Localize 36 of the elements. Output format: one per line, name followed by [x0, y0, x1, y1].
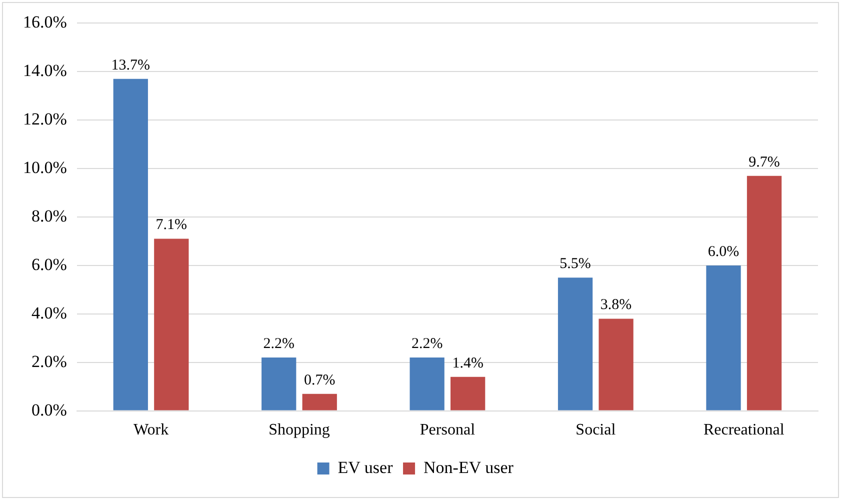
bar	[450, 376, 486, 410]
x-tick-label: Shopping	[268, 422, 330, 439]
data-label: 6.0%	[708, 244, 740, 260]
data-label: 3.8%	[600, 297, 632, 314]
bar	[598, 318, 634, 410]
bar	[154, 238, 189, 410]
x-tick-label: Recreational	[703, 422, 785, 439]
data-label: 13.7%	[111, 57, 150, 74]
y-tick-label: 2.0%	[31, 352, 67, 371]
data-label: 7.1%	[156, 217, 188, 234]
y-tick-label: 16.0%	[22, 12, 67, 32]
data-label: 1.4%	[452, 355, 484, 372]
y-tick-label: 8.0%	[31, 206, 67, 226]
data-label: 9.7%	[748, 154, 780, 170]
y-tick-label: 4.0%	[31, 303, 67, 322]
bar	[410, 358, 444, 410]
bar	[746, 176, 782, 410]
data-label: 5.5%	[560, 256, 591, 272]
y-tick-label: 14.0%	[22, 61, 67, 80]
x-tick-label: Social	[576, 422, 616, 439]
data-label: 2.2%	[263, 336, 294, 352]
data-label: 0.7%	[304, 372, 336, 388]
bar	[706, 265, 741, 410]
x-tick-label: Personal	[420, 422, 476, 439]
bar	[113, 78, 148, 410]
y-tick-label: 6.0%	[31, 254, 67, 274]
legend-label: EV user	[338, 458, 394, 477]
bar	[558, 278, 593, 410]
data-label: 2.2%	[411, 336, 443, 352]
legend-label: Non-EV user	[424, 458, 514, 477]
y-tick-label: 0.0%	[31, 400, 67, 420]
bar	[302, 394, 337, 410]
bar	[262, 358, 296, 410]
y-tick-label: 12.0%	[22, 110, 67, 129]
x-tick-label: Work	[133, 422, 169, 439]
y-tick-label: 10.0%	[22, 158, 67, 178]
